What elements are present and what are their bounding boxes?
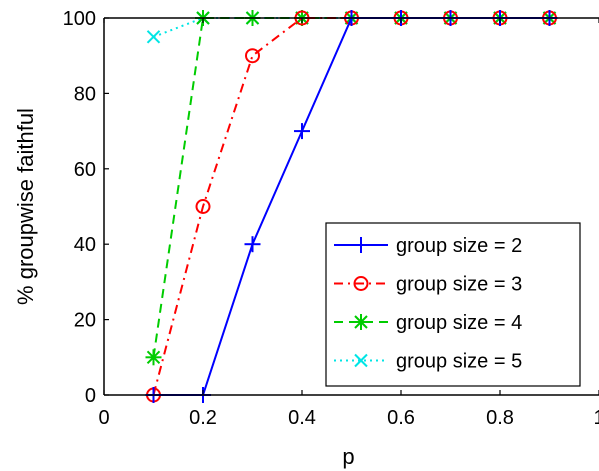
y-tick-label: 60	[74, 159, 96, 181]
x-tick-label: 0.6	[387, 407, 415, 429]
y-tick-label: 100	[63, 8, 96, 30]
legend-label: group size = 2	[396, 235, 522, 257]
y-axis-title: % groupwise faithful	[13, 108, 38, 305]
axes-layer	[103, 17, 599, 396]
y-tick-label: 0	[85, 385, 96, 407]
y-tick-label: 80	[74, 83, 96, 105]
legend-marker	[353, 276, 369, 291]
legend-entry-1: group size = 2	[334, 235, 522, 257]
series-2-point	[195, 199, 211, 214]
series-3-point	[145, 349, 162, 366]
y-tick-label: 40	[74, 234, 96, 256]
series-1-point	[294, 123, 310, 140]
legend-label: group size = 4	[396, 312, 522, 334]
legend-box	[325, 222, 581, 387]
legend-label: group size = 3	[396, 274, 522, 296]
legend-marker	[354, 353, 368, 368]
legend-marker	[353, 314, 369, 330]
legend-entry-3: group size = 4	[334, 312, 522, 334]
x-tick-label: 0	[98, 407, 109, 429]
legend-marker	[353, 237, 369, 253]
series-4-point	[146, 30, 161, 44]
legend: group size = 2 group size = 3 group size =…	[325, 222, 581, 387]
x-tick-label: 1	[593, 407, 599, 429]
x-tick-label: 0.2	[189, 407, 217, 429]
legend-label: group size = 5	[396, 351, 522, 373]
series-1-point	[244, 236, 261, 253]
legend-entry-4: group size = 5	[334, 351, 522, 373]
ticks-layer: 0 0.2 0.4 0.6 0.8 1 0 20 40 60 80 100	[63, 8, 599, 429]
series-2-point	[245, 48, 260, 64]
legend-entry-2: group size = 3	[334, 274, 522, 296]
y-tick-label: 20	[74, 310, 96, 332]
x-tick-label: 0.8	[486, 407, 514, 429]
x-tick-label: 0.4	[288, 407, 316, 429]
x-axis-title: p	[342, 444, 354, 469]
